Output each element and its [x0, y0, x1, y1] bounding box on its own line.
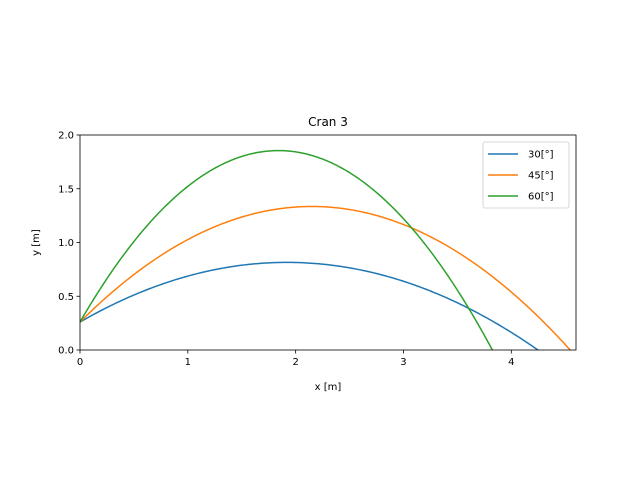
- x-tick-label: 4: [508, 357, 514, 368]
- legend: 30[°] 45[°] 60[°]: [482, 141, 570, 209]
- x-tick-label: 1: [185, 357, 191, 368]
- legend-label: 30[°]: [528, 150, 554, 161]
- y-tick-label: 2.0: [58, 131, 74, 142]
- series-line-1: [80, 261, 539, 350]
- x-axis: 0 1 2 3 4: [77, 350, 514, 368]
- series-layer: [80, 149, 572, 350]
- chart-title: Cran 3: [308, 115, 348, 129]
- series-line-2: [80, 205, 572, 350]
- y-tick-label: 0.5: [58, 292, 74, 303]
- y-tick-label: 1.0: [58, 238, 74, 249]
- x-tick-label: 2: [292, 357, 298, 368]
- y-tick-label: 1.5: [58, 184, 74, 195]
- series-line-3: [80, 149, 494, 350]
- x-tick-label: 0: [77, 357, 83, 368]
- legend-frame: [482, 141, 570, 209]
- x-axis-label: x [m]: [315, 382, 342, 393]
- y-tick-label: 0.0: [58, 346, 74, 357]
- legend-label: 45[°]: [528, 171, 554, 182]
- y-axis: 0.0 0.5 1.0 1.5 2.0: [58, 131, 80, 357]
- legend-label: 60[°]: [528, 192, 554, 203]
- y-axis-label: y [m]: [31, 229, 42, 256]
- x-tick-label: 3: [400, 357, 406, 368]
